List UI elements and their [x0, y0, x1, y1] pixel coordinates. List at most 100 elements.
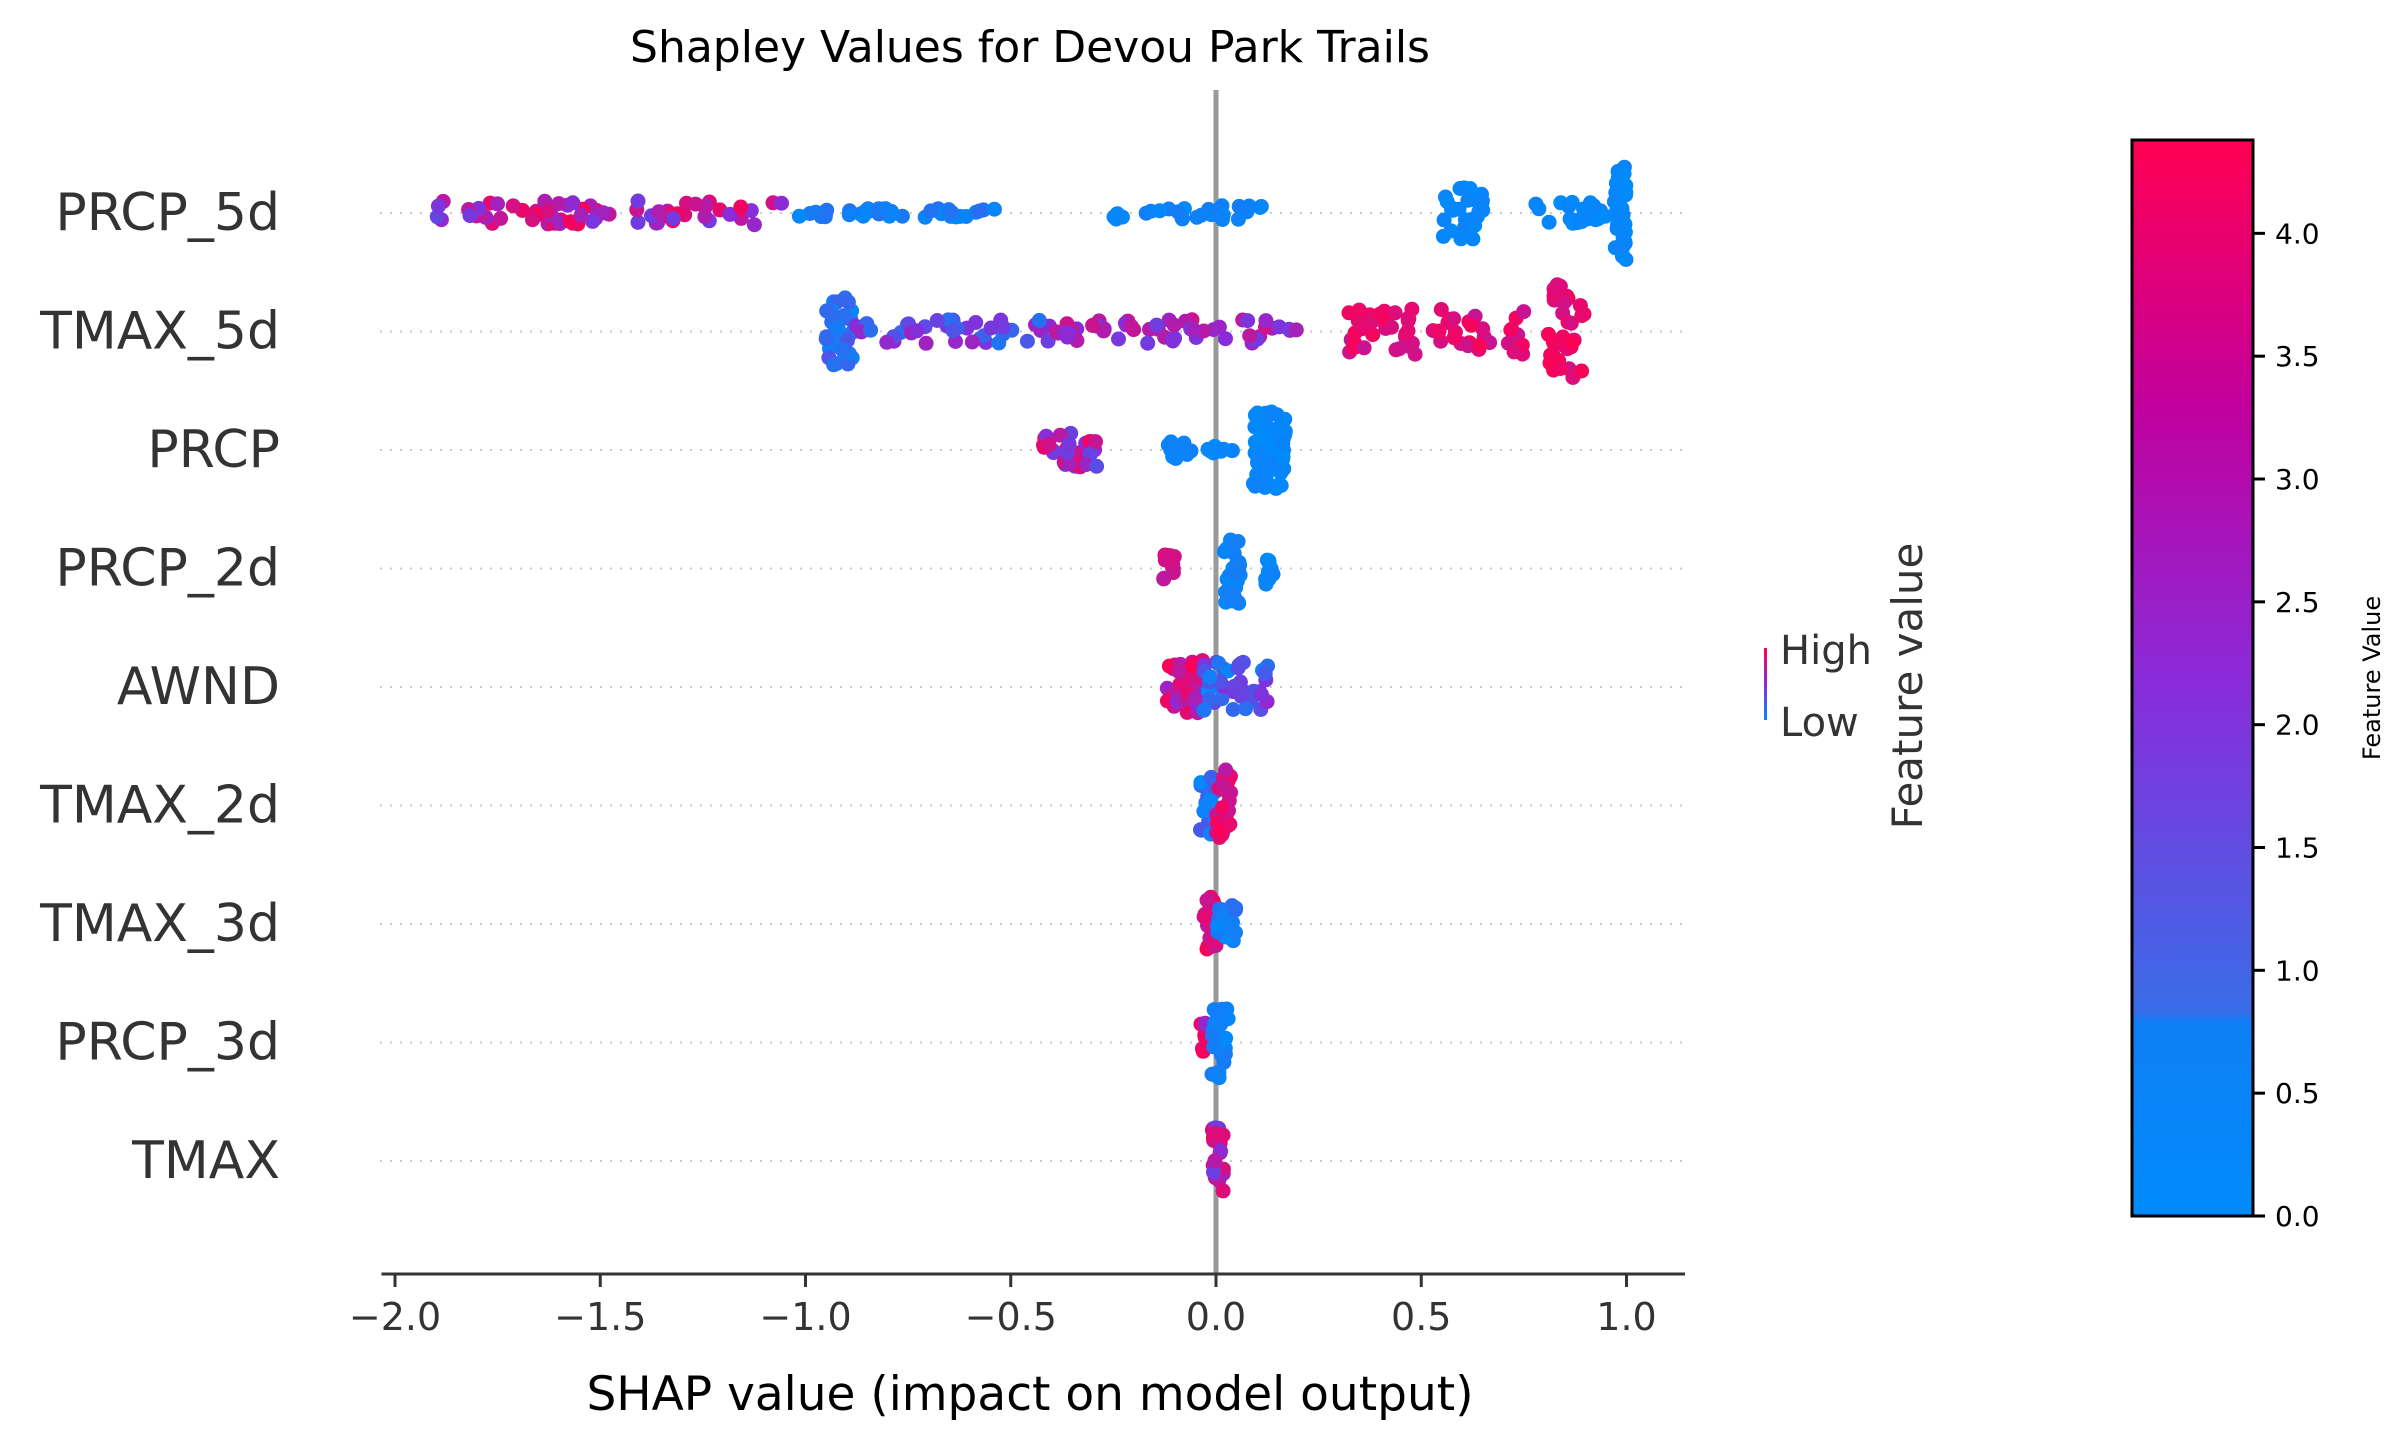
shap-point: [1563, 315, 1579, 331]
shap-point: [1218, 762, 1234, 778]
shap-point: [1252, 430, 1268, 446]
shap-point: [1608, 205, 1624, 221]
shap-point: [1041, 436, 1057, 452]
shap-point: [1247, 478, 1263, 494]
shap-point: [1214, 691, 1230, 707]
shap-point: [830, 320, 846, 336]
shap-point: [1218, 1030, 1234, 1046]
shap-point: [1229, 554, 1245, 570]
shap-point: [540, 203, 556, 219]
shap-point: [1541, 214, 1557, 230]
feature-label: TMAX_2d: [39, 776, 280, 836]
shap-point: [1615, 230, 1631, 245]
shap-point: [1205, 1028, 1221, 1044]
shap-point: [995, 319, 1011, 335]
shap-point: [863, 322, 879, 338]
x-axis: −2.0 −1.5 −1.0 −0.5 0.0 0.5 1.0: [349, 1272, 1685, 1339]
shap-point: [1061, 436, 1077, 452]
shap-point: [1503, 322, 1519, 338]
shap-point: [1341, 305, 1357, 321]
colorbar-tick-label: 3.0: [2275, 463, 2320, 496]
shap-point: [1474, 195, 1490, 211]
shap-point: [1215, 212, 1230, 227]
shap-point: [1552, 361, 1568, 376]
shap-point: [1436, 212, 1452, 228]
shap-point: [1019, 333, 1035, 349]
shap-point: [1211, 319, 1227, 335]
shap-point: [818, 331, 834, 347]
shap-point: [1185, 658, 1200, 674]
shap-point: [968, 315, 984, 330]
shap-point: [1220, 586, 1236, 602]
shap-point: [1088, 434, 1103, 450]
shap-point: [841, 207, 857, 223]
shap-point: [1531, 201, 1547, 217]
shap-point: [722, 206, 738, 222]
shap-point: [817, 209, 833, 225]
shap-point: [923, 203, 939, 219]
shap-point: [1365, 327, 1381, 343]
colorbar-tick-label: 0.0: [2275, 1200, 2320, 1233]
shap-point: [1541, 326, 1556, 342]
shap-point: [1202, 793, 1218, 809]
shap-point: [585, 213, 601, 229]
shap-point: [1215, 1127, 1231, 1143]
shap-point: [1446, 311, 1462, 327]
shap-point: [1241, 198, 1257, 214]
shap-point: [1387, 305, 1403, 321]
colorbar-tick-label: 3.5: [2275, 340, 2320, 373]
shap-point: [1165, 333, 1181, 349]
shap-point: [1238, 701, 1253, 717]
feature-label: PRCP_3d: [55, 1013, 280, 1073]
shap-point: [1111, 331, 1126, 347]
shap-point: [879, 334, 895, 350]
feature-label: TMAX_3d: [39, 894, 280, 954]
legend-axis-label: Feature value: [1883, 543, 1932, 830]
feature-label: TMAX_5d: [39, 302, 280, 362]
shap-point: [1398, 326, 1414, 342]
shap-point: [1215, 1183, 1231, 1199]
shap-point: [1431, 323, 1447, 339]
shap-point: [1506, 344, 1522, 360]
shap-point: [1250, 454, 1266, 469]
shap-point: [1215, 800, 1231, 816]
chart-title: Shapley Values for Devou Park Trails: [630, 22, 1430, 73]
shap-point: [462, 208, 478, 224]
colorbar-label: Feature Value: [2358, 596, 2386, 760]
shap-point: [909, 323, 925, 339]
shap-point: [651, 204, 667, 220]
shap-point: [1257, 666, 1273, 682]
shap-point: [1288, 322, 1304, 338]
shap-point: [944, 205, 960, 220]
shap-point: [1516, 304, 1532, 320]
shap-point: [1156, 570, 1172, 586]
shap-point: [1404, 301, 1420, 317]
shap-point: [1140, 335, 1156, 351]
shap-point: [1574, 308, 1590, 324]
shap-point: [1233, 688, 1249, 704]
shap-point: [1275, 436, 1291, 451]
shap-point: [1453, 231, 1469, 247]
shap-point: [857, 204, 873, 219]
shap-point: [774, 195, 789, 211]
shap-point: [1252, 200, 1268, 215]
feature-label: TMAX: [131, 1131, 280, 1191]
shap-point: [746, 217, 762, 233]
shap-point: [986, 201, 1002, 217]
shap-point: [573, 207, 589, 223]
shap-point: [1242, 328, 1258, 344]
grid-lines: [380, 212, 1682, 1162]
shap-point: [1465, 231, 1481, 247]
shap-points: [429, 159, 1634, 1199]
shap-point: [972, 203, 987, 219]
shap-point: [630, 193, 646, 209]
shap-point: [595, 205, 611, 221]
shap-point: [1215, 1009, 1231, 1025]
shap-point: [630, 214, 646, 230]
shap-point: [1031, 312, 1047, 328]
shap-point: [1277, 411, 1293, 427]
shap-point: [1211, 655, 1227, 671]
shap-point: [1372, 306, 1388, 322]
shap-point: [1198, 910, 1214, 926]
